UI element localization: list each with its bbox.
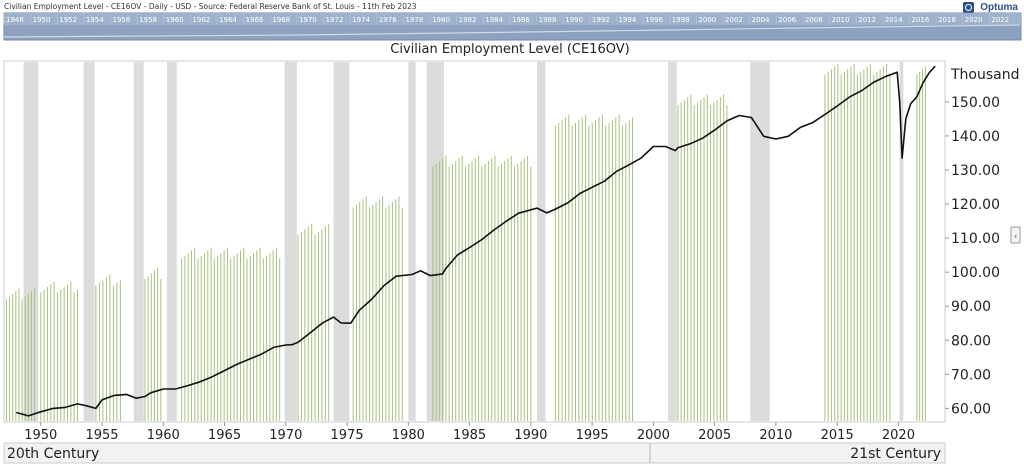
x-axis-ticks: 1950 1955 1960 1965 1970 1975 1980 1985 1990 1995… [24, 422, 915, 443]
x-tick-label: 1970 [269, 428, 302, 443]
timeline-year-label: 1988 [539, 16, 557, 24]
timeline-year-label: 2004 [752, 16, 770, 24]
recession-band [83, 62, 95, 421]
y-axis-unit-label: Thousand [950, 67, 1020, 83]
x-tick-label: 1960 [147, 428, 180, 443]
timeline-year-label: 2008 [805, 16, 823, 24]
x-tick-label: 1955 [85, 428, 118, 443]
timeline-year-label: 2006 [778, 16, 796, 24]
century-label-20th: 20th Century [7, 446, 99, 462]
timeline-year-label: 1976 [379, 16, 397, 24]
timeline-year-label: 1950 [33, 16, 51, 24]
logo-text: Optuma [980, 2, 1018, 13]
optuma-logo: Optuma [963, 1, 1018, 14]
timeline-year-label: 2014 [885, 16, 903, 24]
recession-band [668, 62, 677, 421]
y-tick-label: 100.00 [951, 265, 1000, 281]
logo-icon [963, 2, 975, 13]
timeline-year-label: 1992 [592, 16, 610, 24]
x-tick-label: 2010 [759, 428, 792, 443]
y-tick-label: 60.00 [951, 401, 991, 417]
recession-band [536, 62, 546, 421]
recession-band [333, 62, 350, 421]
timeline-year-label: 1974 [352, 16, 370, 24]
x-tick-label: 1995 [576, 428, 609, 443]
y-tick-label: 120.00 [951, 197, 1000, 213]
x-tick-label: 1985 [453, 428, 486, 443]
timeline-year-label: 1948 [6, 16, 24, 24]
y-tick-label: 130.00 [951, 163, 1000, 179]
chart-title: Civilian Employment Level (CE16OV) [390, 42, 629, 57]
timeline-year-label: 1990 [565, 16, 583, 24]
timeline-year-label: 1998 [672, 16, 690, 24]
timeline-year-label: 1984 [485, 16, 503, 24]
timeline-year-label: 2018 [938, 16, 956, 24]
timeline-preview-line [3, 24, 1021, 38]
y-tick-label: 80.00 [951, 333, 991, 349]
timeline-year-label: 1956 [113, 16, 131, 24]
timeline-year-label: 2002 [725, 16, 743, 24]
y-tick-label: 90.00 [951, 299, 991, 315]
recession-band [23, 62, 39, 421]
timeline-year-label: 1966 [246, 16, 264, 24]
timeline-year-label: 1994 [619, 16, 637, 24]
timeline-year-label: 2016 [911, 16, 929, 24]
timeline-year-label: 1970 [299, 16, 317, 24]
recession-band [426, 62, 444, 421]
timeline-year-label: 2010 [832, 16, 850, 24]
timeline-year-label: 1960 [166, 16, 184, 24]
y-axis-ticks: 60.00 70.00 80.00 90.00 100.00 110.00 120.00 13… [945, 95, 1000, 417]
y-tick-label: 110.00 [951, 231, 1000, 247]
axis-scroll-handle[interactable]: ‹ [1010, 226, 1021, 244]
y-tick-label: 150.00 [951, 95, 1000, 111]
x-tick-label: 1980 [392, 428, 425, 443]
timeline-year-label: 1958 [139, 16, 157, 24]
timeline-year-label: 1972 [326, 16, 344, 24]
timeline-year-label: 1978 [405, 16, 423, 24]
timeline-year-label: 1964 [219, 16, 237, 24]
volume-bars [5, 63, 926, 421]
recession-band [284, 62, 297, 421]
timeline-navigator[interactable]: 1948 1950 1952 1954 1956 1958 1960 1962 1964 1966… [3, 12, 1022, 41]
century-bar [3, 442, 946, 464]
header-info-text: Civilian Employment Level - CE16OV - Dai… [4, 2, 417, 11]
series-line [16, 65, 936, 417]
timeline-year-label: 1954 [86, 16, 104, 24]
x-tick-label: 1975 [331, 428, 364, 443]
timeline-year-label: 1986 [512, 16, 530, 24]
header-info: Civilian Employment Level - CE16OV - Dai… [0, 0, 1024, 13]
series-line-group [16, 65, 936, 417]
x-tick-label: 1950 [24, 428, 57, 443]
timeline-label-strip [4, 13, 1021, 25]
timeline-year-label: 2000 [698, 16, 716, 24]
century-label-21st: 21st Century [850, 446, 941, 462]
timeline-year-label: 1980 [432, 16, 450, 24]
timeline-year-label: 2022 [991, 16, 1009, 24]
recession-band [408, 62, 416, 421]
recession-band [166, 62, 177, 421]
recession-band [133, 62, 144, 421]
y-tick-label: 70.00 [951, 367, 991, 383]
timeline-year-label: 2012 [858, 16, 876, 24]
timeline-year-label: 1962 [192, 16, 210, 24]
timeline-year-label: 1952 [59, 16, 77, 24]
timeline-year-label: 1996 [645, 16, 663, 24]
timeline-year-label: 1982 [459, 16, 477, 24]
recession-band [750, 62, 770, 421]
timeline-year-label: 2020 [965, 16, 983, 24]
x-tick-label: 2015 [821, 428, 854, 443]
axis-handle-box[interactable] [1010, 226, 1021, 244]
x-tick-label: 1990 [514, 428, 547, 443]
x-tick-label: 2005 [698, 428, 731, 443]
timeline-year-label: 1968 [272, 16, 290, 24]
chevron-left-icon: ‹ [1014, 232, 1018, 242]
x-tick-label: 2000 [637, 428, 670, 443]
recession-band [899, 62, 904, 421]
y-tick-label: 140.00 [951, 129, 1000, 145]
x-tick-label: 2020 [882, 428, 915, 443]
x-tick-label: 1965 [208, 428, 241, 443]
